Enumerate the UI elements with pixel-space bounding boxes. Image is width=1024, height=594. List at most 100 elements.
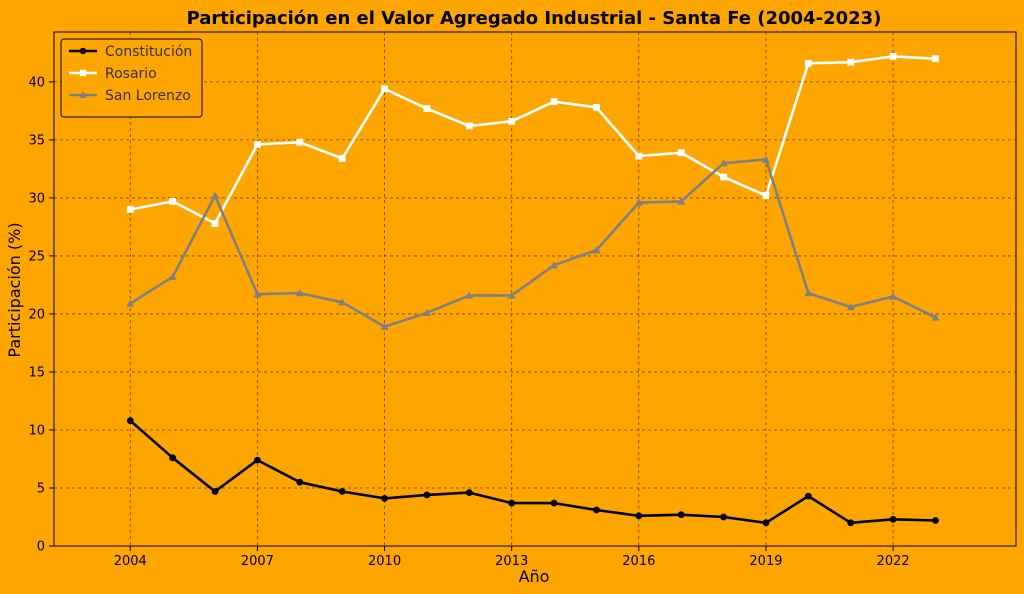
data-point — [889, 515, 897, 523]
data-point — [381, 85, 388, 93]
data-point — [847, 519, 855, 527]
data-point — [465, 122, 473, 130]
data-point — [253, 290, 262, 298]
data-point — [423, 105, 431, 112]
y-tick-label: 40 — [28, 75, 45, 90]
series-rosario — [126, 52, 939, 227]
series-san-lorenzo — [126, 155, 940, 330]
data-point — [211, 488, 219, 495]
data-point — [889, 52, 897, 60]
axis-ticks: 2004 2007 2010 2013 2016 2019 2022 0 5 10 15 20 25 30… — [28, 75, 909, 569]
data-point — [931, 313, 940, 321]
legend-item: Constitución — [69, 44, 192, 60]
y-axis-label: Participación (%) — [5, 222, 24, 357]
data-point — [423, 491, 431, 499]
data-point — [635, 512, 643, 520]
data-point — [846, 302, 855, 311]
data-point — [762, 519, 770, 527]
data-point — [508, 117, 516, 125]
data-point — [169, 197, 177, 205]
legend-marker — [79, 47, 87, 55]
data-point — [804, 59, 812, 67]
legend-item: San Lorenzo — [69, 88, 191, 104]
data-point — [338, 488, 346, 495]
data-point — [804, 492, 812, 500]
legend-box — [60, 38, 203, 118]
data-point — [762, 192, 770, 199]
data-point — [932, 517, 939, 524]
data-point — [338, 298, 347, 306]
data-point — [211, 220, 219, 227]
x-axis-label: Año — [519, 567, 550, 586]
series-line — [129, 419, 936, 525]
x-tick-label: 2004 — [114, 554, 147, 569]
plot-area — [53, 31, 1017, 547]
legend-item: Rosario — [69, 66, 157, 82]
data-point — [126, 417, 134, 425]
data-point — [380, 322, 389, 330]
legend-label: San Lorenzo — [105, 88, 191, 104]
data-point — [550, 499, 558, 507]
legend-marker — [79, 91, 87, 99]
data-point — [932, 55, 939, 63]
x-tick-label: 2013 — [495, 554, 528, 569]
legend-marker — [79, 69, 87, 77]
data-point — [677, 511, 685, 519]
data-point — [593, 506, 600, 514]
x-tick-label: 2010 — [368, 554, 401, 569]
y-tick-label: 0 — [37, 540, 45, 555]
data-point — [254, 141, 261, 148]
x-tick-label: 2016 — [622, 554, 655, 569]
data-point — [126, 206, 134, 213]
y-tick-label: 25 — [28, 249, 45, 264]
data-point — [889, 292, 898, 300]
data-point — [634, 198, 643, 206]
data-point — [719, 159, 728, 167]
x-tick-label: 2022 — [877, 554, 910, 569]
y-tick-label: 15 — [28, 365, 45, 380]
y-tick-label: 10 — [28, 423, 45, 438]
data-point — [465, 489, 473, 497]
data-point — [126, 299, 135, 307]
data-point — [677, 197, 686, 205]
data-point — [381, 495, 388, 502]
data-point — [677, 149, 685, 157]
data-point — [550, 98, 558, 106]
data-point — [296, 138, 304, 146]
data-point — [804, 289, 813, 297]
series-line — [129, 158, 937, 329]
legend: Constitución Rosario San Lorenzo — [60, 38, 203, 118]
series-lines — [126, 52, 940, 527]
data-point — [720, 173, 727, 181]
data-point — [169, 454, 177, 462]
legend-label: Rosario — [105, 66, 157, 82]
data-point — [168, 272, 177, 281]
y-tick-label: 20 — [28, 307, 45, 322]
data-point — [338, 155, 346, 162]
series-constitucion — [126, 417, 939, 527]
data-point — [847, 58, 855, 66]
y-tick-label: 30 — [28, 191, 45, 206]
x-tick-label: 2007 — [241, 554, 274, 569]
series-line — [130, 55, 936, 225]
data-point — [761, 155, 770, 163]
x-tick-label: 2019 — [749, 554, 782, 569]
data-point — [507, 291, 516, 299]
data-point — [296, 478, 304, 486]
data-point — [211, 191, 220, 199]
data-point — [295, 289, 304, 297]
y-tick-label: 35 — [28, 133, 45, 148]
data-point — [550, 261, 559, 269]
y-tick-label: 5 — [37, 481, 45, 496]
legend-label: Constitución — [105, 44, 192, 60]
data-point — [720, 513, 727, 521]
data-point — [422, 308, 431, 316]
data-point — [508, 499, 516, 507]
data-point — [635, 152, 643, 160]
data-point — [254, 456, 261, 464]
data-point — [465, 291, 474, 299]
chart-title: Participación en el Valor Agregado Indus… — [187, 8, 882, 29]
data-point — [592, 246, 601, 254]
data-point — [593, 104, 600, 111]
